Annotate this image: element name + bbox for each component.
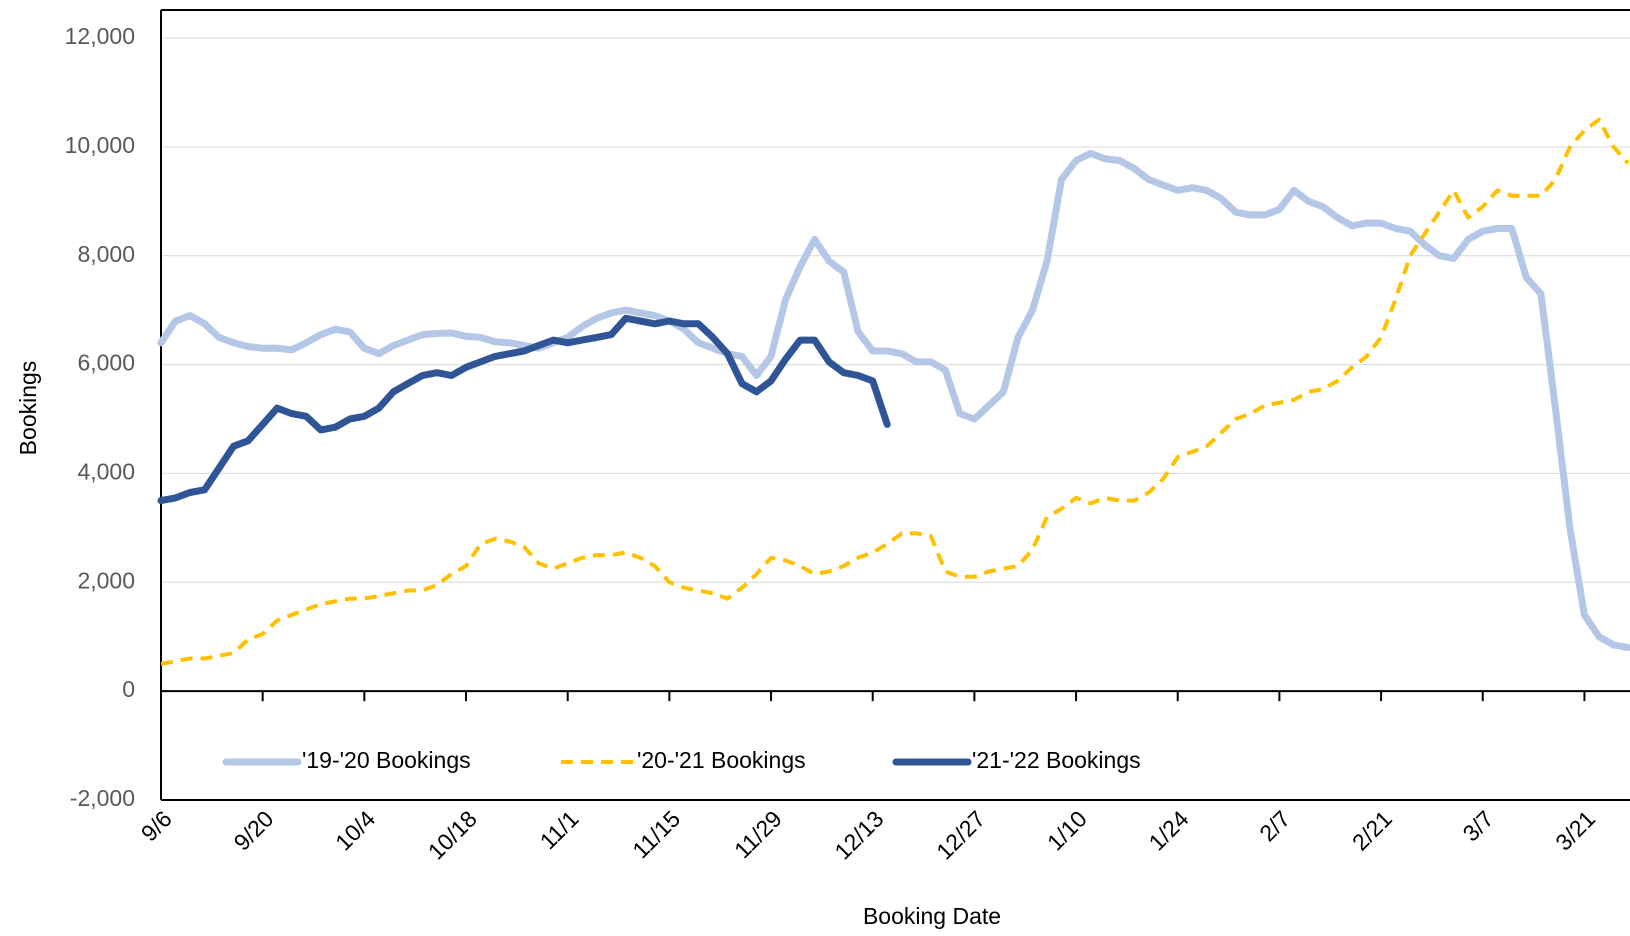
x-tick-label: 1/10 [1042, 805, 1092, 855]
x-tick-label: 11/29 [729, 805, 787, 863]
y-tick-label: 12,000 [65, 23, 135, 49]
x-tick-label: 3/7 [1458, 805, 1499, 846]
x-tick-label: 12/13 [829, 805, 888, 864]
y-axis-title: Bookings [15, 361, 41, 456]
legend-label: '21-'22 Bookings [972, 747, 1141, 773]
x-tick-label: 9/6 [136, 805, 177, 846]
y-tick-label: 4,000 [77, 459, 135, 485]
x-tick-label: 3/21 [1550, 805, 1600, 855]
x-axis-title: Booking Date [863, 903, 1001, 929]
x-tick-label: 10/4 [330, 805, 380, 855]
line-series [157, 314, 891, 505]
x-tick-label: 2/21 [1347, 805, 1397, 855]
line-series [157, 149, 1630, 652]
x-tick-label: 12/27 [931, 805, 990, 864]
x-tick-label: 11/1 [535, 805, 584, 854]
x-tick-label: 2/7 [1254, 805, 1295, 846]
y-tick-label: -2,000 [70, 785, 135, 811]
y-tick-label: 2,000 [77, 567, 135, 593]
x-tick-label: 9/20 [228, 805, 278, 855]
x-tick-label: 10/18 [423, 805, 482, 864]
x-tick-label: 11/15 [627, 805, 685, 863]
y-tick-label: 0 [122, 676, 135, 702]
y-tick-label: 6,000 [77, 350, 135, 376]
y-tick-label: 8,000 [77, 241, 135, 267]
line-series [160, 117, 1630, 666]
legend-label: '19-'20 Bookings [302, 747, 471, 773]
x-tick-label: 1/24 [1144, 805, 1194, 855]
y-tick-label: 10,000 [65, 132, 135, 158]
legend-label: '20-'21 Bookings [637, 747, 806, 773]
